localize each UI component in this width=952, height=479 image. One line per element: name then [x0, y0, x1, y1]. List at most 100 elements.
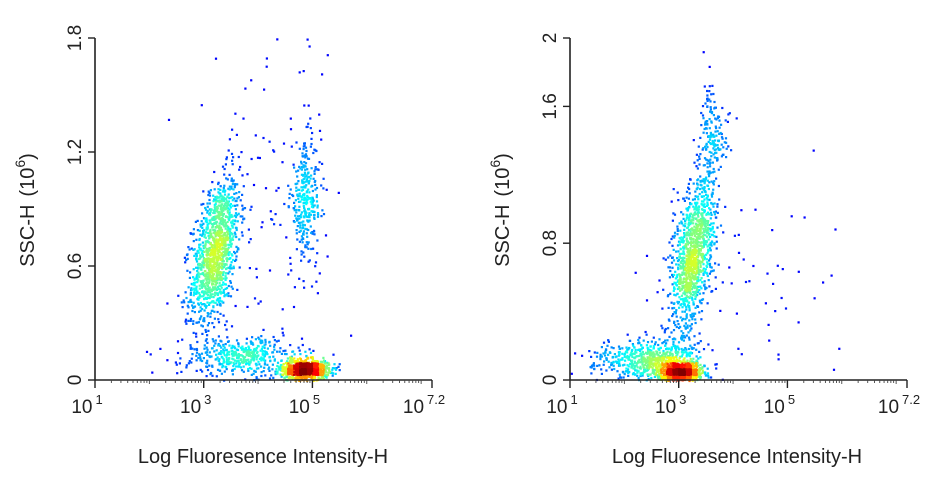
left-data-point [213, 243, 216, 246]
left-data-point [230, 152, 234, 155]
right-data-point [699, 340, 702, 343]
right-data-point [691, 315, 694, 318]
left-data-point [223, 197, 226, 200]
right-data-point [695, 270, 698, 273]
left-data-point [318, 161, 321, 164]
right-data-point [685, 289, 688, 293]
right-data-point [673, 281, 676, 284]
left-data-point [313, 233, 316, 236]
left-data-point [228, 237, 231, 240]
right-data-point [682, 332, 685, 335]
right-data-point [697, 248, 700, 251]
left-data-point [219, 299, 222, 302]
right-data-point [681, 271, 684, 274]
right-data-point [673, 311, 676, 314]
left-data-point [201, 290, 204, 293]
right-data-point [687, 207, 690, 210]
right-data-point [663, 331, 666, 334]
right-data-point [708, 213, 711, 216]
right-data-point [599, 353, 602, 356]
right-data-point [690, 212, 693, 215]
left-data-point [282, 349, 285, 353]
left-data-point [256, 344, 259, 348]
right-data-point [689, 253, 692, 256]
left-data-point [301, 152, 304, 155]
right-data-point [697, 198, 700, 201]
left-data-point [222, 224, 225, 227]
right-data-point [702, 205, 705, 208]
left-data-point [195, 292, 198, 295]
right-data-point [673, 287, 676, 290]
left-data-point [309, 371, 313, 374]
left-data-point [265, 57, 268, 60]
left-data-point [210, 245, 213, 248]
left-data-point [262, 357, 265, 360]
left-data-point [308, 191, 311, 194]
right-data-point [659, 357, 662, 360]
left-data-point [230, 352, 234, 356]
left-data-point [225, 361, 228, 364]
left-data-point [205, 250, 208, 253]
right-data-point [706, 252, 709, 255]
right-data-point [714, 262, 717, 265]
left-data-point [202, 318, 205, 321]
left-data-point [229, 263, 232, 266]
left-data-point [298, 364, 301, 367]
left-data-point [304, 185, 307, 188]
left-data-point [312, 373, 315, 376]
right-data-point [681, 310, 684, 313]
right-data-point [682, 213, 685, 216]
right-data-point [709, 142, 712, 145]
left-data-point [293, 220, 296, 224]
left-data-point [215, 375, 218, 378]
left-data-point [208, 351, 211, 354]
left-data-point [187, 319, 190, 322]
right-data-point [684, 326, 687, 329]
right-data-point [701, 258, 705, 262]
right-data-point [702, 223, 705, 226]
right-data-point [641, 374, 644, 377]
left-data-point [255, 349, 258, 352]
left-data-point [215, 353, 218, 356]
left-data-point [214, 277, 217, 280]
right-data-point [706, 105, 709, 108]
left-data-point [259, 300, 262, 303]
right-data-point [717, 263, 720, 266]
right-data-point [709, 131, 712, 134]
right-data-point [698, 292, 702, 295]
left-data-point [237, 196, 240, 199]
left-data-point [200, 315, 203, 318]
left-data-point [308, 180, 311, 183]
left-data-point [227, 193, 230, 196]
left-data-point [325, 188, 328, 191]
left-data-point [287, 273, 290, 276]
left-data-point [214, 286, 217, 290]
left-data-point [225, 320, 228, 323]
left-data-point [284, 367, 287, 370]
right-data-point [653, 353, 656, 356]
left-data-point [224, 238, 227, 241]
right-data-point [629, 354, 632, 357]
left-data-point [238, 238, 241, 241]
left-data-point [302, 178, 305, 181]
right-data-point [672, 188, 675, 191]
left-data-point [245, 342, 248, 345]
left-data-point [273, 343, 276, 346]
left-data-point [231, 254, 234, 257]
right-data-point [703, 198, 706, 201]
left-data-point [321, 162, 324, 165]
left-data-point [235, 353, 238, 356]
left-data-point [302, 166, 305, 169]
right-data-point [733, 234, 736, 237]
left-data-point [306, 356, 309, 359]
left-data-point [244, 347, 248, 350]
right-data-point [635, 351, 638, 354]
right-data-point [671, 314, 674, 318]
right-data-point [681, 239, 684, 242]
right-data-point [655, 357, 658, 360]
right-data-point [693, 343, 696, 346]
left-data-point [218, 297, 221, 300]
left-data-point [301, 364, 304, 367]
left-data-point [325, 364, 328, 367]
left-data-point [314, 261, 318, 264]
